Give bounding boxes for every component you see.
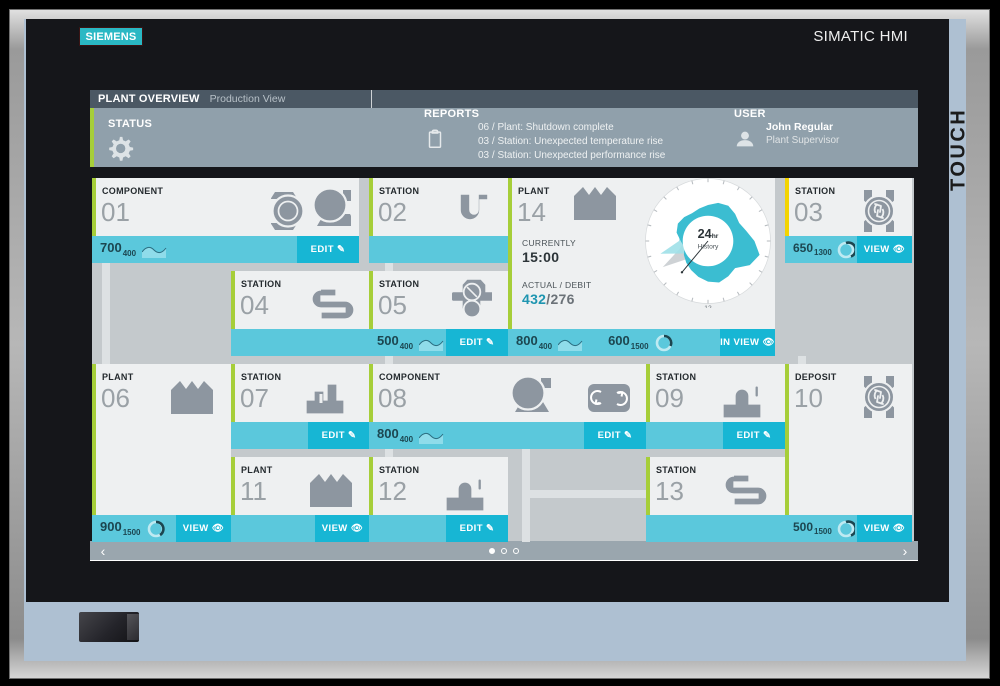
svg-text:History: History xyxy=(698,243,719,250)
svg-text:0: 0 xyxy=(706,178,710,179)
svg-text:12: 12 xyxy=(704,305,712,308)
